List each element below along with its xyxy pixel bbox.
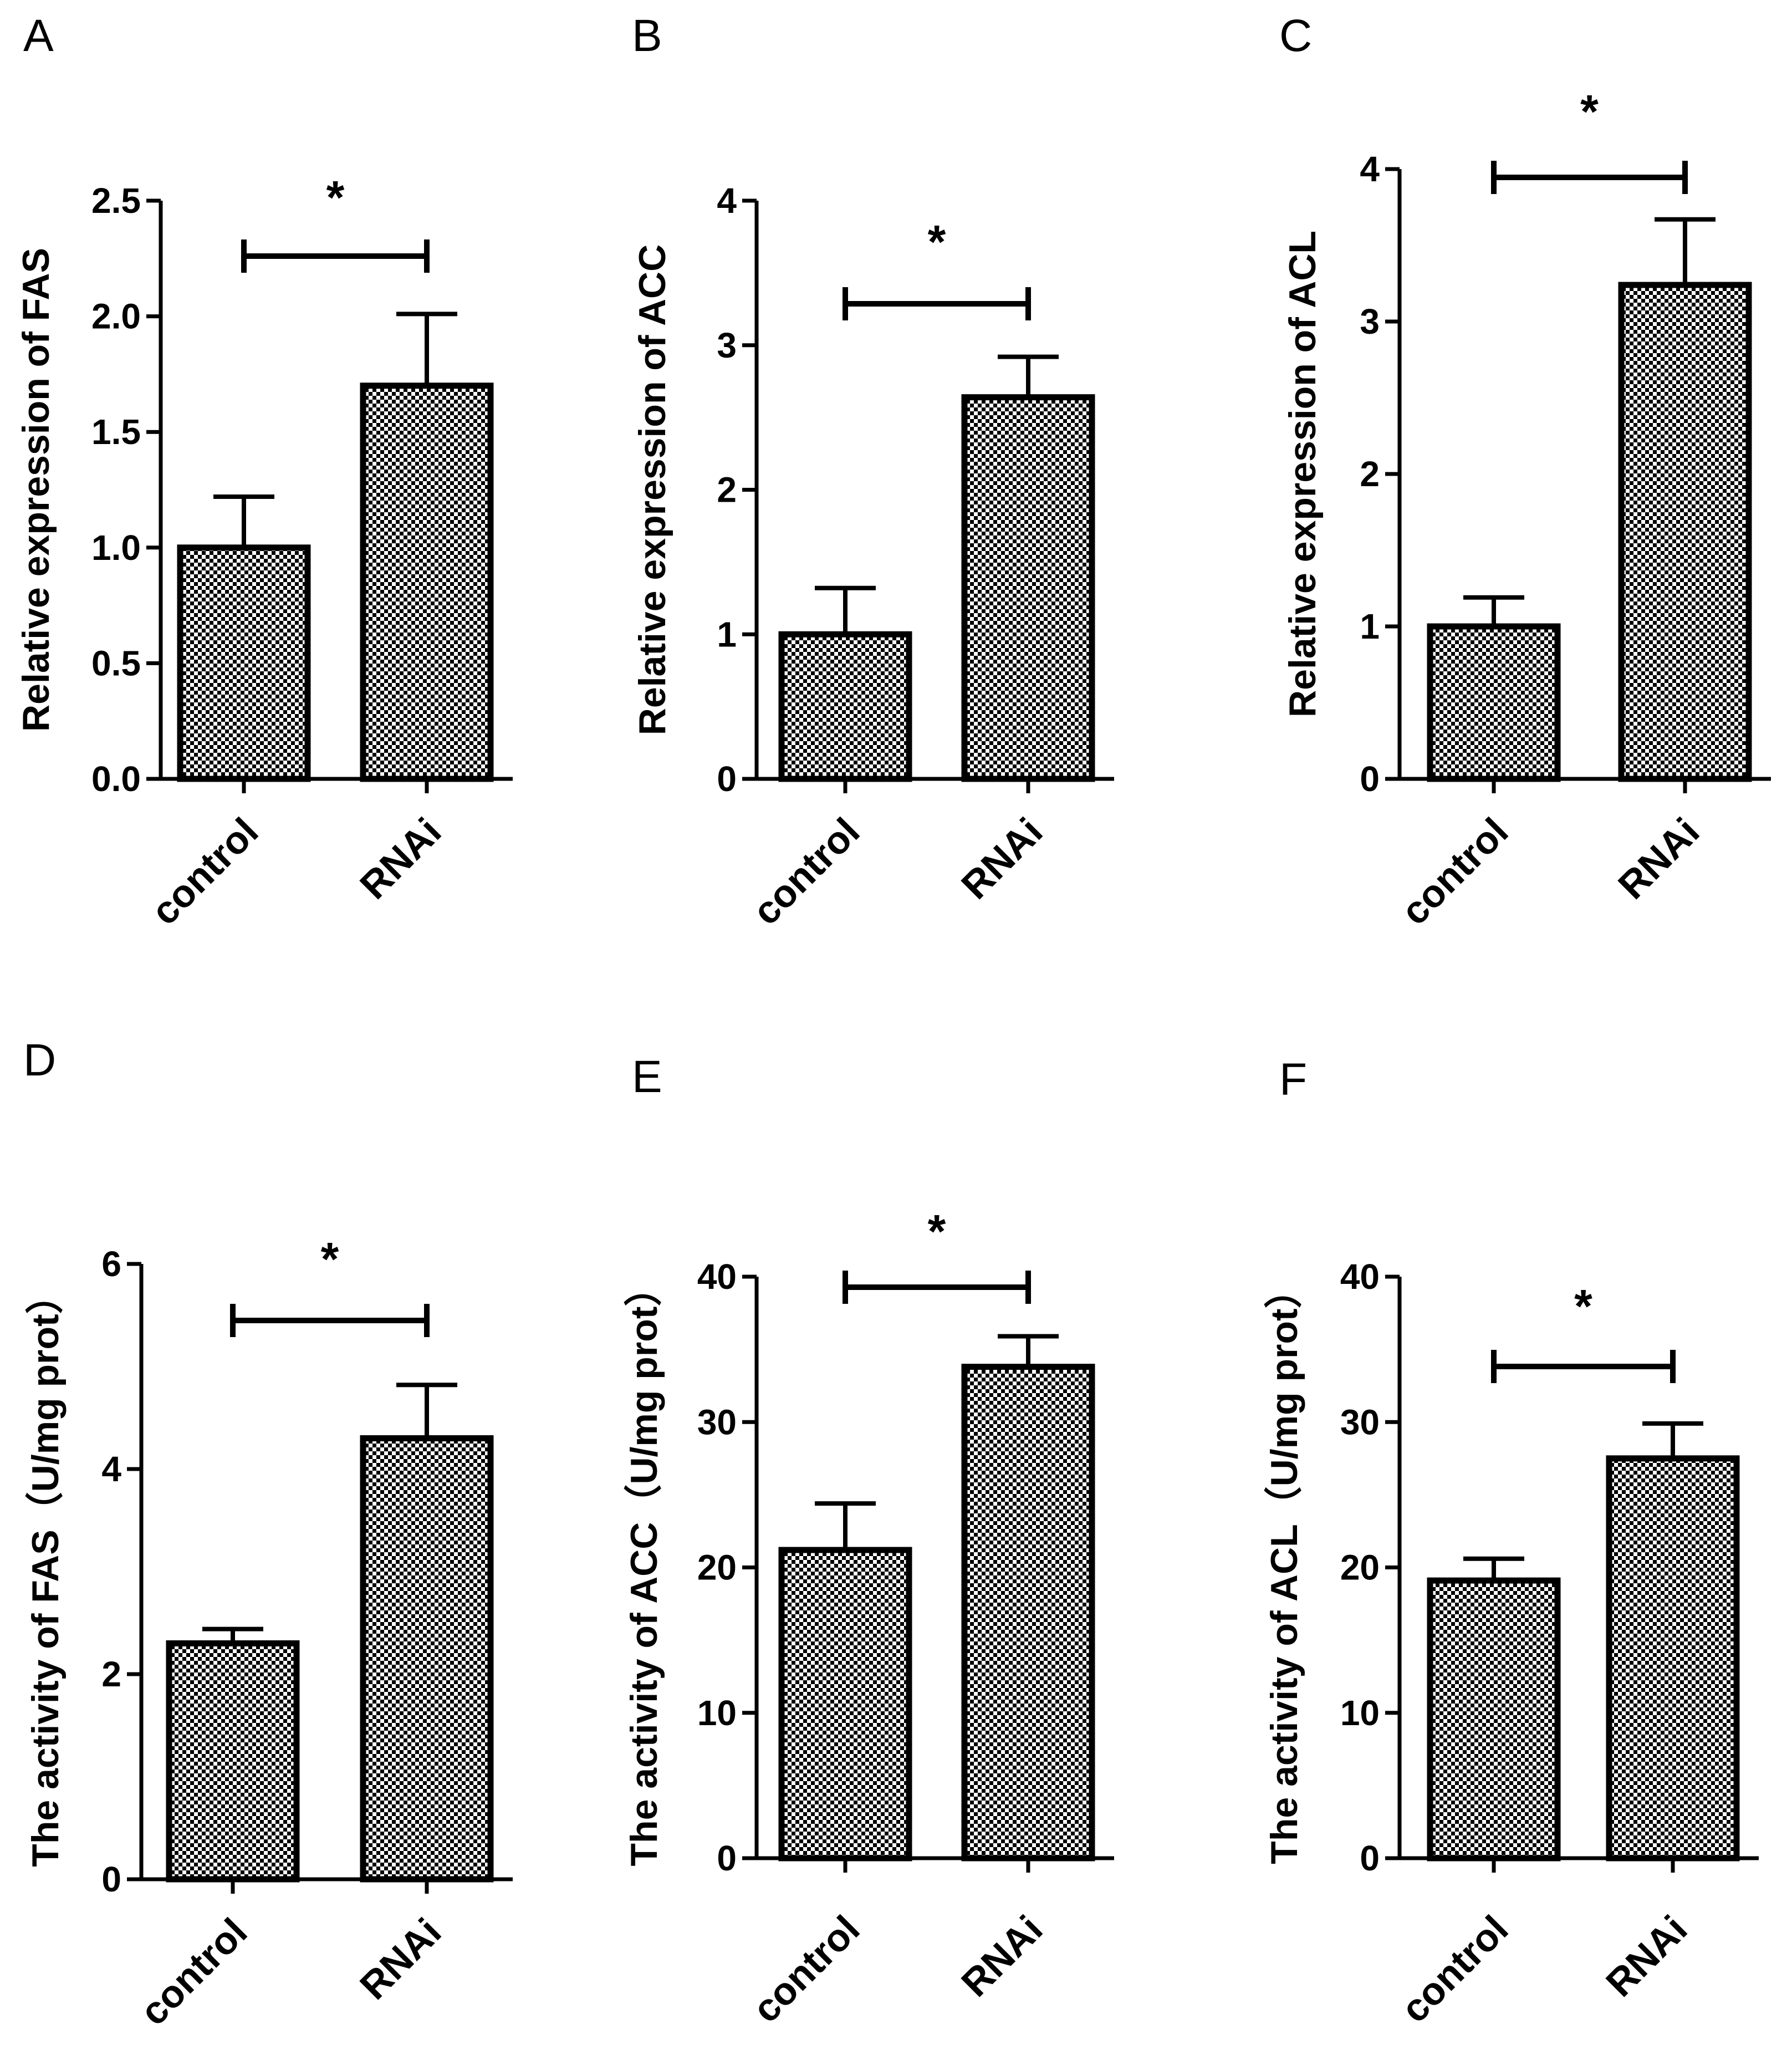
panel-letter: E bbox=[632, 1052, 662, 1102]
y-tick-label: 10 bbox=[697, 1693, 737, 1733]
x-tick-label: control bbox=[1393, 1907, 1517, 2031]
y-axis-title: The activity of FAS（U/mg prot） bbox=[24, 1276, 67, 1867]
y-tick-label: 2 bbox=[101, 1654, 121, 1694]
y-tick-label: 2.5 bbox=[91, 181, 141, 221]
bar-control bbox=[1427, 1577, 1561, 1862]
panel-letter: F bbox=[1279, 1054, 1307, 1105]
y-axis-title: The activity of ACC（U/mg prot） bbox=[623, 1269, 665, 1867]
y-tick-label: 2 bbox=[1360, 454, 1380, 494]
y-tick-label: 20 bbox=[697, 1548, 737, 1588]
bar-control bbox=[177, 544, 311, 782]
y-tick-label: 4 bbox=[717, 181, 737, 221]
y-axis-title: Relative expression of ACC bbox=[631, 244, 673, 736]
y-tick-label: 2 bbox=[717, 470, 737, 510]
significance-star: * bbox=[928, 216, 946, 268]
significance-star: * bbox=[1580, 85, 1599, 137]
x-tick-label: control bbox=[744, 1907, 868, 2031]
y-tick-label: 40 bbox=[697, 1257, 737, 1297]
panel-letter: A bbox=[23, 11, 54, 61]
y-axis-title: The activity of ACL（U/mg prot） bbox=[1263, 1271, 1305, 1864]
y-tick-label: 30 bbox=[1340, 1402, 1380, 1442]
y-tick-label: 0 bbox=[717, 1838, 737, 1878]
x-tick-label: control bbox=[132, 1910, 256, 2033]
bar-rnai bbox=[961, 1364, 1095, 1862]
y-tick-label: 4 bbox=[1360, 149, 1380, 189]
x-tick-label: RNAi bbox=[1610, 809, 1707, 907]
significance-star: * bbox=[1574, 1280, 1592, 1332]
panel-letter: D bbox=[23, 1035, 56, 1085]
panel-letter: C bbox=[1279, 11, 1312, 61]
bar-control bbox=[778, 1547, 912, 1862]
y-tick-label: 0 bbox=[717, 759, 737, 799]
panel-e: E 0 10 20 30 40 The activity of ACC（U/mg prot）… bbox=[623, 1052, 1114, 2031]
x-tick-label: RNAi bbox=[351, 1910, 449, 2007]
significance-star: * bbox=[326, 171, 345, 223]
y-tick-label: 3 bbox=[717, 325, 737, 365]
y-tick-label: 0.5 bbox=[91, 643, 141, 683]
panel-b: B 0 1 2 3 4 Relative expression of ACC control R… bbox=[631, 11, 1114, 933]
bar-control bbox=[166, 1640, 300, 1883]
y-tick-label: 20 bbox=[1340, 1548, 1380, 1588]
x-tick-label: RNAi bbox=[953, 809, 1050, 907]
panel-d: D 0 2 4 6 The activity of FAS（U/mg prot） contr… bbox=[23, 1035, 513, 2033]
panel-f: F 0 10 20 30 40 The activity of ACL（U/mg prot）… bbox=[1263, 1054, 1759, 2031]
y-tick-label: 0 bbox=[1360, 1838, 1380, 1878]
bar-rnai bbox=[360, 383, 494, 782]
significance-star: * bbox=[321, 1233, 339, 1285]
y-tick-label: 30 bbox=[697, 1402, 737, 1442]
bar-rnai bbox=[961, 394, 1095, 782]
y-tick-label: 1.5 bbox=[91, 412, 141, 452]
bar-rnai bbox=[1606, 1455, 1740, 1862]
x-tick-label: RNAi bbox=[351, 809, 449, 907]
x-tick-label: control bbox=[143, 809, 267, 933]
panel-a: A 0.0 0.5 1.0 1.5 2.0 2.5 Relative expression o… bbox=[15, 11, 513, 933]
x-tick-label: RNAi bbox=[1597, 1907, 1695, 2005]
y-tick-label: 40 bbox=[1340, 1257, 1380, 1297]
y-tick-label: 1 bbox=[717, 614, 737, 654]
y-tick-label: 10 bbox=[1340, 1693, 1380, 1733]
y-tick-label: 6 bbox=[101, 1244, 121, 1284]
bar-control bbox=[778, 631, 912, 782]
y-tick-label: 1 bbox=[1360, 606, 1380, 646]
bar-rnai bbox=[1618, 282, 1752, 782]
x-tick-label: control bbox=[744, 809, 868, 933]
x-tick-label: control bbox=[1393, 809, 1517, 933]
y-axis-title: Relative expression of ACL bbox=[1282, 231, 1324, 717]
y-tick-label: 1.0 bbox=[91, 528, 141, 568]
y-tick-label: 2.0 bbox=[91, 297, 141, 336]
significance-star: * bbox=[928, 1205, 946, 1257]
bar-rnai bbox=[360, 1435, 494, 1883]
y-tick-label: 3 bbox=[1360, 302, 1380, 341]
y-tick-label: 0.0 bbox=[91, 759, 141, 799]
y-tick-label: 0 bbox=[101, 1859, 121, 1899]
y-tick-label: 0 bbox=[1360, 759, 1380, 799]
bar-control bbox=[1427, 623, 1561, 782]
panel-c: C 0 1 2 3 4 Relative expression of ACL control R… bbox=[1279, 11, 1771, 933]
y-axis-title: Relative expression of FAS bbox=[15, 248, 57, 732]
y-tick-label: 4 bbox=[101, 1449, 121, 1489]
x-tick-label: RNAi bbox=[953, 1907, 1050, 2005]
panel-letter: B bbox=[632, 11, 662, 61]
